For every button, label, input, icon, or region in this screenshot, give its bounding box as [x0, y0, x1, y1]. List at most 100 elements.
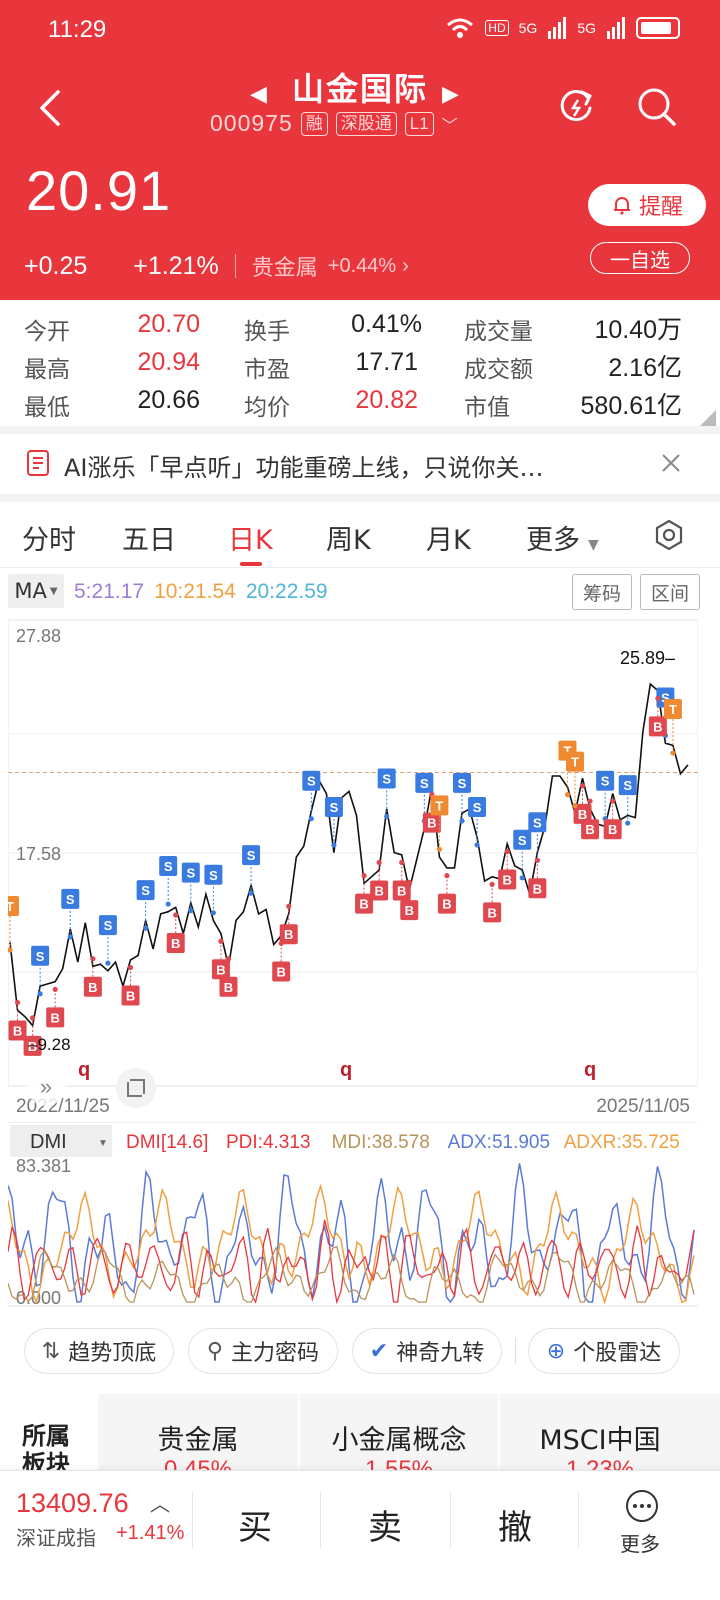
buy-marker	[211, 959, 230, 980]
marker-dot	[308, 816, 314, 822]
marker-dot	[127, 964, 134, 971]
hd-icon: HD	[485, 20, 509, 36]
tab-weekly-k[interactable]: 周K	[326, 525, 371, 556]
marker-label: B	[397, 883, 406, 898]
marker-label: S	[473, 800, 482, 815]
index-value[interactable]: 13409.76	[16, 1488, 129, 1518]
back-button[interactable]	[34, 88, 66, 128]
event-marker: q	[340, 1059, 352, 1081]
divider	[192, 1492, 193, 1548]
pe-value: 17.71	[355, 348, 418, 376]
marker-dot	[188, 908, 194, 914]
ma20-value: 20:22.59	[245, 580, 328, 603]
t-marker	[566, 751, 584, 772]
sector-tab[interactable]	[300, 1394, 498, 1470]
marker-dot	[399, 859, 405, 866]
sector-tab[interactable]	[98, 1394, 298, 1470]
chip-button[interactable]: 筹码	[572, 574, 632, 610]
search-icon[interactable]	[634, 84, 678, 128]
sell-marker	[513, 829, 532, 850]
marker-label: T	[8, 899, 14, 914]
more-icon[interactable]	[624, 1488, 660, 1524]
buy-button[interactable]: 买	[238, 1508, 272, 1548]
avg-value: 20.82	[355, 386, 418, 414]
main-force-button[interactable]: ⚲ 主力密码	[188, 1328, 338, 1374]
amount-value: 2.16亿	[608, 354, 682, 382]
tag-margin: 融	[300, 111, 328, 136]
trend-top-bottom-button[interactable]: ⇅ 趋势顶底	[24, 1328, 174, 1374]
marker-label: S	[307, 774, 316, 789]
mcap-value: 580.61亿	[580, 392, 682, 420]
watchlist-button[interactable]: 一自选	[590, 242, 690, 274]
chevron-up-icon[interactable]: ︿	[150, 1492, 170, 1516]
marker-label: T	[571, 755, 579, 770]
sell-marker	[453, 772, 471, 793]
marker-dot	[52, 986, 58, 993]
sector-link[interactable]: 贵金属	[251, 256, 318, 281]
magic-nine-button[interactable]: ✔ 神奇九转	[352, 1328, 502, 1374]
marker-label: B	[216, 962, 225, 977]
marker-dot	[248, 890, 254, 896]
settings-icon[interactable]	[652, 518, 686, 552]
next-stock-icon[interactable]: ▶	[442, 82, 459, 107]
marker-label: S	[164, 859, 173, 874]
stock-name: 山金国际	[291, 70, 428, 108]
event-marker: q	[78, 1059, 90, 1081]
news-banner[interactable]	[0, 432, 720, 494]
cancel-order-button[interactable]: 撤	[498, 1508, 532, 1548]
signal-bars-icon	[548, 17, 567, 39]
marker-dot	[489, 881, 495, 887]
ma-selector[interactable]: MA ▼	[8, 574, 64, 608]
stock-header: 11:29 HD 5G 5G ◀ 山金国际 ▶ 000975 融 深股通 L1 …	[0, 0, 720, 300]
chevron-down-icon[interactable]: ﹀	[441, 117, 458, 135]
marker-label: B	[427, 816, 436, 831]
signal-icon-1: 5G	[518, 20, 538, 36]
alert-button[interactable]: 提醒	[588, 184, 706, 226]
marker-label: S	[661, 691, 670, 706]
more-label[interactable]: 更多	[620, 1532, 660, 1556]
tab-monthly-k[interactable]: 月K	[426, 525, 471, 556]
marker-label: S	[209, 868, 218, 883]
marker-dot	[14, 999, 21, 1006]
tab-more-label: 更多	[526, 525, 580, 556]
sector-tab[interactable]	[500, 1394, 720, 1470]
tab-five-day[interactable]: 五日	[122, 525, 176, 556]
marker-dot	[210, 910, 216, 916]
tab-more[interactable]: 更多 ▼	[526, 518, 599, 557]
refresh-icon[interactable]	[554, 84, 598, 128]
stock-radar-button[interactable]: ⊕ 个股雷达	[528, 1328, 680, 1374]
buy-marker	[400, 900, 419, 921]
marker-label: S	[141, 883, 150, 898]
x-end-label: 2025/11/05	[596, 1096, 690, 1117]
t-marker	[663, 699, 682, 720]
tab-daily-k[interactable]: 日K	[228, 525, 273, 556]
marker-dot	[534, 857, 540, 863]
corner-expand-icon[interactable]	[700, 410, 716, 426]
marker-dot	[384, 813, 390, 820]
buy-marker	[392, 880, 411, 901]
divider	[320, 1492, 321, 1548]
marker-label: B	[374, 883, 383, 898]
tab-intraday[interactable]: 分时	[22, 525, 76, 556]
marker-label: S	[66, 892, 75, 907]
bell-icon	[613, 197, 630, 215]
y-top-label: 27.88	[16, 626, 61, 646]
range-button[interactable]: 区间	[640, 574, 700, 610]
sell-marker	[324, 796, 343, 817]
chart-frame	[8, 619, 698, 1087]
marker-label: B	[51, 1010, 60, 1025]
news-text[interactable]: AI涨乐「早点听」功能重磅上线，只说你关…	[64, 454, 544, 482]
buy-marker	[498, 869, 517, 890]
marker-label: S	[186, 866, 195, 881]
marker-label: B	[578, 807, 587, 822]
close-icon[interactable]	[660, 452, 682, 474]
marker-dot	[655, 695, 661, 701]
fullscreen-icon-glyph	[127, 1079, 145, 1097]
chart-tabs	[0, 506, 720, 568]
sell-button[interactable]: 卖	[368, 1508, 402, 1548]
divider	[515, 1338, 516, 1364]
prev-stock-icon[interactable]: ◀	[250, 82, 267, 107]
battery-icon	[636, 17, 680, 39]
chevron-right-icon[interactable]: ›	[402, 254, 409, 277]
